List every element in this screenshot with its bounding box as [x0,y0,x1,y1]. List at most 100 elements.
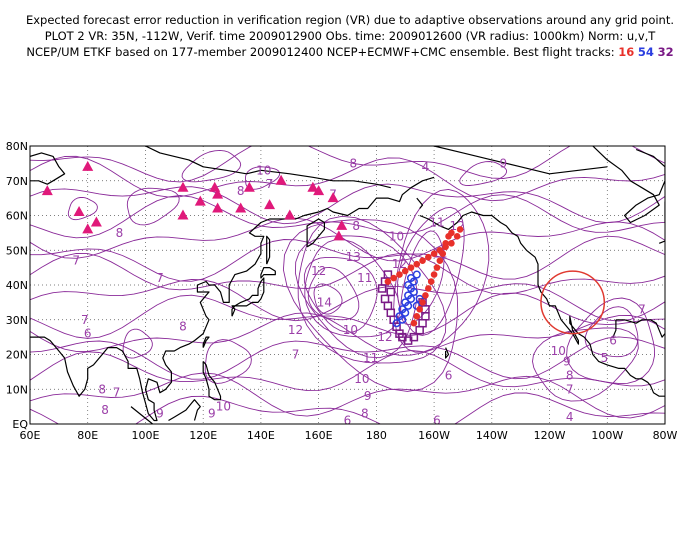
x-tick-label: 180 [366,429,387,442]
contour-label: 8 [352,219,360,233]
y-tick-label: 80N [6,140,28,153]
contour-label: 9 [500,156,508,170]
red-track-point [410,319,418,327]
observation-stations [41,160,348,241]
x-tick-label: 80E [77,429,98,442]
coastline [145,146,391,189]
blue-track-point [404,280,413,290]
contour-label: 14 [317,295,332,309]
contour-line [30,155,665,202]
contour-line [307,266,360,321]
coastline [612,319,617,338]
purple-track-point [415,325,424,335]
x-tick-label: 100W [591,429,623,442]
contour-line [30,146,665,183]
purple-track-point [383,270,393,279]
x-tick-label: 160E [305,429,333,442]
contour-label: 11 [357,271,372,285]
y-tick-label: 40N [6,279,28,292]
station-marker [336,219,348,230]
purple-track-point [383,301,393,311]
coastline [416,197,424,209]
contour-line [30,336,665,380]
station-marker [41,185,53,196]
red-track-point [425,285,432,292]
contour-label: 7 [156,271,164,285]
coastline [130,406,154,424]
red-track-point [413,312,421,320]
contour-label: 9 [563,354,571,368]
red-track-point [401,267,409,275]
station-marker [194,195,206,206]
contour-line [532,327,639,402]
red-track-point [422,292,429,299]
coastline [260,267,276,279]
station-marker [284,209,296,220]
contour-line [67,196,98,221]
station-marker [90,216,102,227]
coastline [433,146,608,175]
station-marker [264,199,276,210]
contour-label: 6 [84,327,92,341]
coastline [306,218,325,248]
contour-line [30,183,665,225]
coastline [615,319,665,338]
contour-label: 8 [361,407,369,421]
contour-label: 8 [566,368,574,382]
coastline [419,211,665,397]
contour-label: 13 [346,250,361,264]
red-track-point [442,240,449,247]
purple-track-point [380,294,390,304]
contour-label: 10 [354,372,369,386]
purple-track-point [377,284,387,293]
contour-label: 12 [288,323,303,337]
y-tick-label: 20N [6,349,28,362]
station-marker [327,192,339,203]
coastline [30,152,66,185]
contour-line [30,350,665,392]
best-track-red-count: 16 [618,45,635,59]
contour-line [30,372,665,419]
purple-track-point [386,308,396,318]
station-marker [73,206,85,217]
red-track-point [419,257,426,264]
contour-line [297,215,447,364]
red-track-point [396,271,403,278]
station-marker [235,202,247,213]
contour-label: 7 [638,302,646,316]
contour-line [30,312,665,356]
verification-region-circle [540,270,606,335]
contour-label: 10 [343,323,358,337]
blue-track-point [392,319,401,328]
blue-track-point [412,270,421,279]
coastline [202,361,222,401]
contour-label: 12 [311,264,326,278]
contour-line [393,188,490,353]
purple-track-point [386,287,396,297]
y-tick-label: 10N [6,383,28,396]
contour-label: 6 [344,414,352,428]
contour-label: 9 [156,407,164,421]
contour-line [204,339,252,384]
contour-label: 10 [216,400,231,414]
coastline [30,176,435,422]
red-track-point [427,278,435,285]
coastline [168,399,201,422]
contour-label: 9 [364,389,372,403]
contour-line [30,235,665,282]
purple-track-point [409,332,419,342]
x-tick-label: 160W [418,429,450,442]
coastline [592,146,665,224]
red-track-point [453,233,461,240]
verification-region [540,270,606,335]
plot-title: Expected forecast error reduction in ver… [0,12,700,60]
blue-track-point [409,287,418,297]
x-tick-label: 80W [653,429,678,442]
contour-label: 9 [208,407,216,421]
red-track-point [430,250,438,258]
station-marker [307,181,319,192]
blue-track-point [406,294,416,303]
title-line-3: NCEP/UM ETKF based on 177-member 2009012… [0,44,700,60]
contour-line [122,328,153,359]
red-track-point [439,250,447,258]
